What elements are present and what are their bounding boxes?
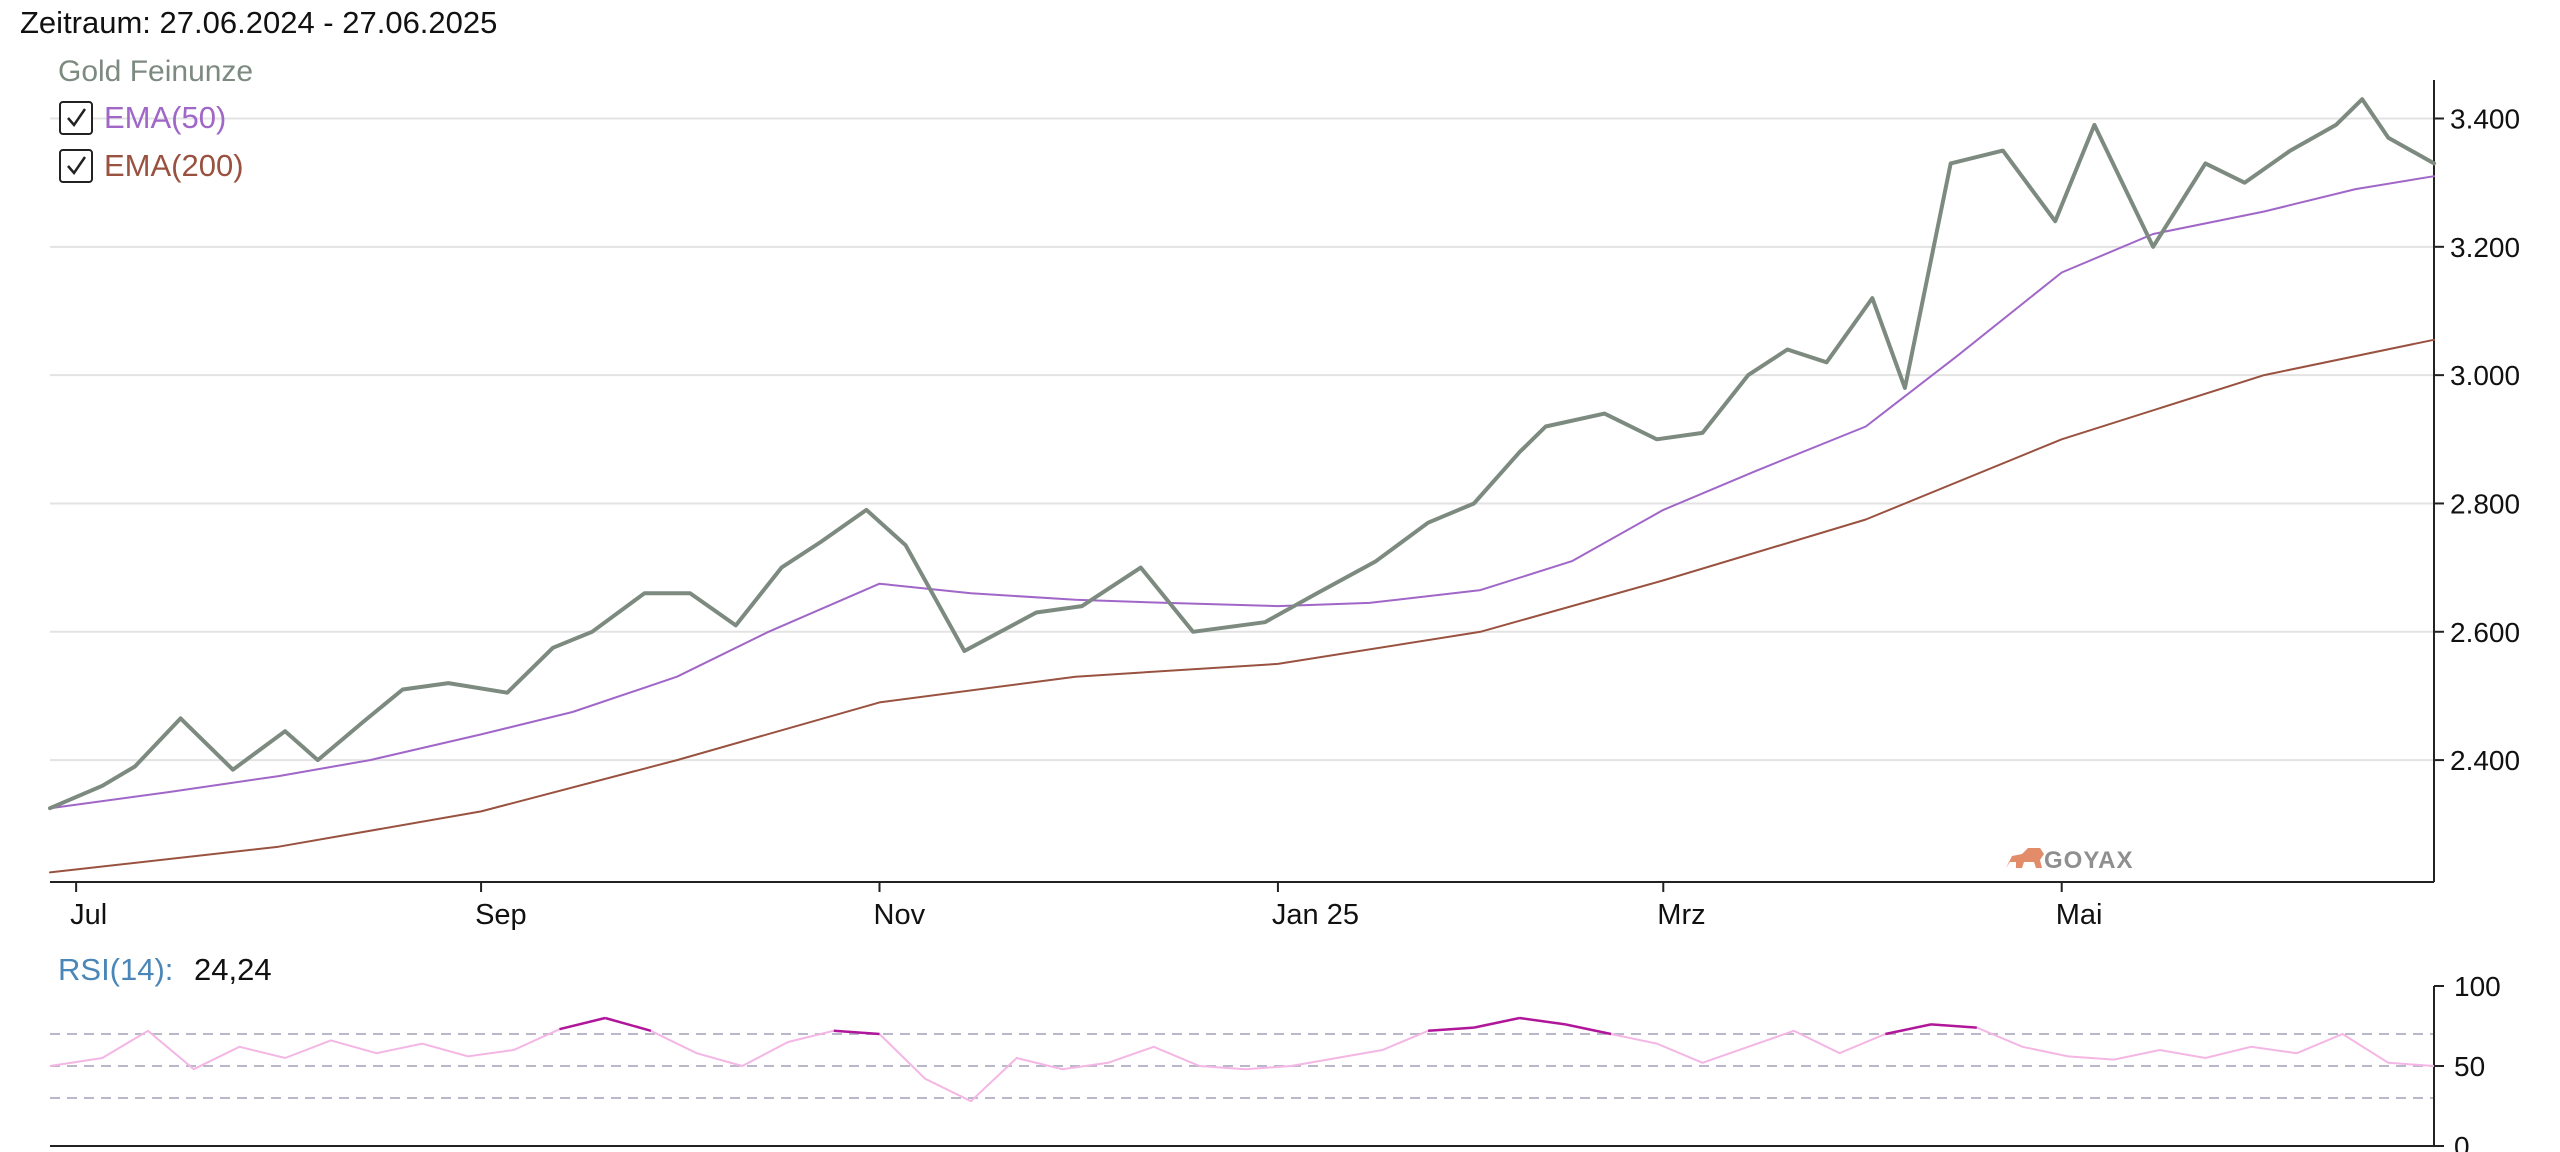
y-tick-label: 3.200 (2450, 232, 2520, 263)
x-tick-label: Mrz (1657, 899, 1705, 931)
x-tick-label: Mai (2056, 899, 2103, 931)
rsi-label: RSI(14): (58, 952, 173, 987)
y-tick-label: 3.000 (2450, 360, 2520, 391)
legend-gold-feinunze: Gold Feinunze (58, 55, 253, 88)
rsi-extreme-segment (833, 1029, 880, 1036)
period-label: Zeitraum: 27.06.2024 - 27.06.2025 (20, 5, 497, 40)
price-y-ticks: 2.400 2.600 2.800 3.000 3.200 3.400 (2434, 103, 2520, 776)
rsi-header: RSI(14): 24,24 (58, 952, 272, 987)
rsi-extreme-segment (1428, 1026, 1474, 1033)
rsi-extreme-segment (604, 1016, 652, 1033)
rsi-extreme-segment (559, 1016, 606, 1031)
x-tick-label: Jul (70, 899, 107, 931)
legend-ema50-toggle-label: EMA(50) (104, 100, 226, 135)
rsi-extreme-segment (1519, 1016, 1566, 1026)
y-tick-label: 2.800 (2450, 488, 2520, 519)
price-gridlines (50, 117, 2434, 762)
checkmark-icon (67, 156, 87, 176)
checkmark-icon (67, 108, 87, 128)
checkbox-legend-ema50-toggle[interactable] (59, 101, 93, 135)
ema200-line (49, 338, 2435, 874)
checkbox-legend-ema200-toggle[interactable] (59, 149, 93, 183)
rsi-value: 24,24 (194, 952, 272, 987)
gold-price-line (48, 97, 2436, 811)
rsi-tick-label: 50 (2454, 1051, 2485, 1082)
legend-ema50-toggle[interactable]: EMA(50) (59, 100, 226, 135)
rsi-extreme-segment (1473, 1016, 1520, 1029)
x-tick-label: Sep (475, 899, 527, 931)
goyax-watermark: GOYAX (2006, 847, 2133, 874)
rsi-line (49, 1016, 2435, 1103)
rsi-extreme-segment (1930, 1023, 1977, 1029)
bull-icon (2006, 848, 2044, 868)
ema50-line (49, 175, 2435, 810)
rsi-extreme-segment (1885, 1023, 1932, 1036)
legend-ema200-toggle-label: EMA(200) (104, 148, 244, 183)
rsi-extreme-segment (1565, 1023, 1612, 1036)
y-tick-label: 2.400 (2450, 745, 2520, 776)
x-tick-label: Jan 25 (1272, 899, 1359, 931)
rsi-tick-label: 100 (2454, 971, 2501, 1002)
watermark-text: GOYAX (2044, 847, 2133, 874)
y-tick-label: 2.600 (2450, 617, 2520, 648)
y-tick-label: 3.400 (2450, 103, 2520, 134)
x-ticks: Jul Sep Nov Jan 25 Mrz Mai (70, 882, 2102, 931)
x-tick-label: Nov (874, 899, 926, 931)
legend: Gold Feinunze EMA(50) EMA(200) (58, 55, 253, 183)
legend-ema200-toggle[interactable]: EMA(200) (59, 148, 244, 183)
rsi-tick-label: 0 (2454, 1131, 2470, 1152)
